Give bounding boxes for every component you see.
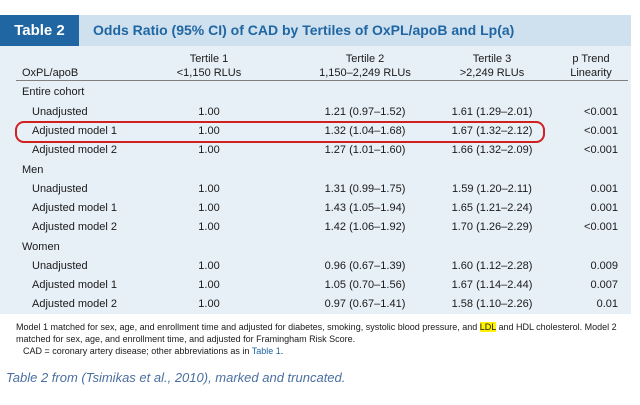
cell-p-trend: <0.001 (584, 221, 618, 233)
row-label: Adjusted model 1 (32, 125, 117, 137)
row-label: Adjusted model 2 (32, 144, 117, 156)
cell-tertile-2: 0.96 (0.67–1.39) (324, 260, 406, 272)
cell-tertile-3: 1.61 (1.29–2.01) (451, 106, 533, 118)
cell-tertile-3: 1.70 (1.26–2.29) (451, 221, 533, 233)
table-row: Women (0, 237, 631, 257)
cell-tertile-3: 1.60 (1.12–2.28) (451, 260, 533, 272)
cell-p-trend: <0.001 (584, 106, 618, 118)
cell-tertile-2: 1.42 (1.06–1.92) (324, 221, 406, 233)
row-label: Adjusted model 2 (32, 298, 117, 310)
row-label: Adjusted model 1 (32, 279, 117, 291)
cell-tertile-3: 1.65 (1.21–2.24) (451, 202, 533, 214)
figure-caption: Table 2 from (Tsimikas et al., 2010), ma… (6, 370, 346, 385)
table-body: OxPL/apoB Tertile 1 <1,150 RLUs Tertile … (0, 46, 631, 314)
cell-tertile-1: 1.00 (198, 125, 220, 137)
table-1-link[interactable]: Table 1 (251, 346, 281, 356)
table-row: Adjusted model 2 1.00 1.27 (1.01–1.60) 1… (0, 140, 631, 160)
table-row: Adjusted model 1 1.00 1.43 (1.05–1.94) 1… (0, 198, 631, 218)
cell-p-trend: 0.001 (590, 202, 618, 214)
header-tertile-3: Tertile 3 >2,249 RLUs (459, 53, 525, 79)
table-title: Odds Ratio (95% CI) of CAD by Tertiles o… (93, 22, 515, 38)
row-label: Unadjusted (32, 106, 88, 118)
footnote-line-3: CAD = coronary artery disease; other abb… (23, 346, 284, 356)
cell-tertile-3: 1.66 (1.32–2.09) (451, 144, 533, 156)
row-label: Entire cohort (22, 86, 85, 98)
header-divider (16, 80, 628, 81)
header-oxpl-apob: OxPL/apoB (22, 67, 79, 79)
footnote-line-1: Model 1 matched for sex, age, and enroll… (16, 322, 617, 332)
ldl-highlight: LDL (479, 322, 496, 332)
cell-tertile-2: 1.31 (0.99–1.75) (324, 183, 406, 195)
cell-tertile-1: 1.00 (198, 279, 220, 291)
table-row: Adjusted model 1 1.00 1.05 (0.70–1.56) 1… (0, 275, 631, 295)
header-tertile-2: Tertile 2 1,150–2,249 RLUs (319, 53, 411, 79)
table-figure: Table 2 Odds Ratio (95% CI) of CAD by Te… (0, 15, 631, 356)
table-row: Unadjusted 1.00 0.96 (0.67–1.39) 1.60 (1… (0, 256, 631, 276)
cell-tertile-2: 1.43 (1.05–1.94) (324, 202, 406, 214)
cell-tertile-1: 1.00 (198, 183, 220, 195)
cell-p-trend: 0.001 (590, 183, 618, 195)
header-p-trend: p Trend Linearity (570, 53, 612, 79)
cell-tertile-3: 1.59 (1.20–2.11) (452, 183, 532, 195)
table-row: Unadjusted 1.00 1.21 (0.97–1.52) 1.61 (1… (0, 102, 631, 122)
table-row: Adjusted model 1 1.00 1.32 (1.04–1.68) 1… (0, 121, 631, 141)
table-row: Men (0, 160, 631, 180)
cell-tertile-2: 1.27 (1.01–1.60) (324, 144, 406, 156)
cell-p-trend: <0.001 (584, 125, 618, 137)
cell-tertile-1: 1.00 (198, 221, 220, 233)
row-label: Adjusted model 1 (32, 202, 117, 214)
cell-tertile-3: 1.67 (1.14–2.44) (451, 279, 533, 291)
table-row: Entire cohort (0, 82, 631, 102)
header-tertile-1: Tertile 1 <1,150 RLUs (176, 53, 242, 79)
table-row: Adjusted model 2 1.00 1.42 (1.06–1.92) 1… (0, 217, 631, 237)
cell-tertile-1: 1.00 (198, 202, 220, 214)
cell-p-trend: 0.01 (596, 298, 618, 310)
cell-tertile-3: 1.58 (1.10–2.26) (451, 298, 533, 310)
cell-tertile-3: 1.67 (1.32–2.12) (451, 125, 533, 137)
row-label: Adjusted model 2 (32, 221, 117, 233)
cell-tertile-2: 1.32 (1.04–1.68) (324, 125, 406, 137)
cell-tertile-2: 1.21 (0.97–1.52) (324, 106, 406, 118)
cell-tertile-2: 0.97 (0.67–1.41) (324, 298, 406, 310)
table-title-bar: Table 2 Odds Ratio (95% CI) of CAD by Te… (0, 15, 631, 46)
row-label: Unadjusted (32, 260, 88, 272)
row-label: Women (22, 241, 60, 253)
cell-p-trend: 0.009 (590, 260, 618, 272)
cell-tertile-1: 1.00 (198, 144, 220, 156)
table-row: Unadjusted 1.00 1.31 (0.99–1.75) 1.59 (1… (0, 179, 631, 199)
cell-p-trend: <0.001 (584, 144, 618, 156)
row-label: Men (22, 164, 44, 176)
cell-tertile-2: 1.05 (0.70–1.56) (324, 279, 406, 291)
row-label: Unadjusted (32, 183, 88, 195)
footnote-line-2: matched for sex, age, and enrollment tim… (16, 334, 356, 344)
cell-p-trend: 0.007 (590, 279, 618, 291)
cell-tertile-1: 1.00 (198, 106, 220, 118)
cell-tertile-1: 1.00 (198, 298, 220, 310)
table-number: Table 2 (0, 15, 79, 46)
cell-tertile-1: 1.00 (198, 260, 220, 272)
table-footnote: Model 1 matched for sex, age, and enroll… (16, 321, 628, 357)
table-row: Adjusted model 2 1.00 0.97 (0.67–1.41) 1… (0, 294, 631, 314)
